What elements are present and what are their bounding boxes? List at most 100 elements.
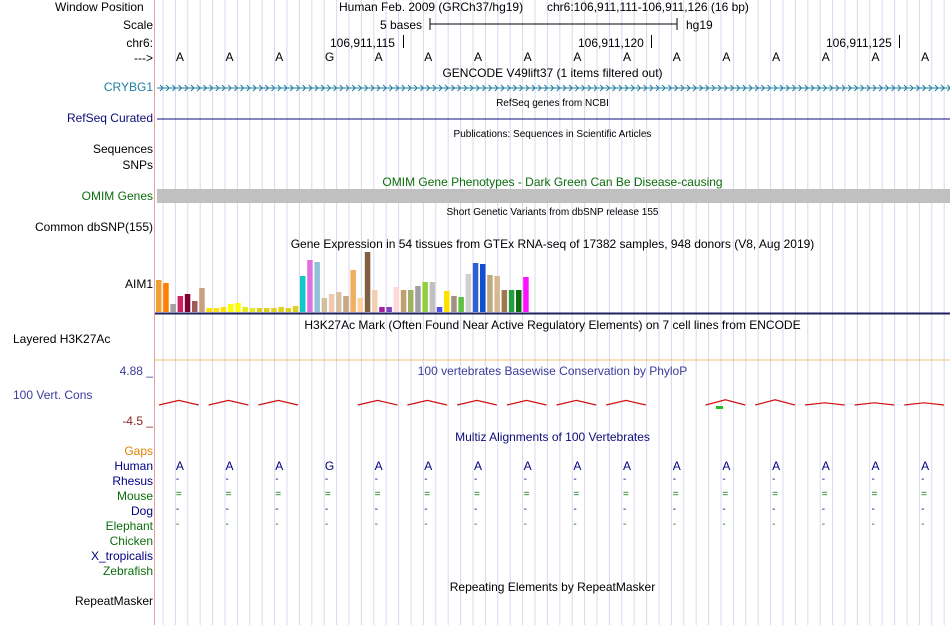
- species-label[interactable]: Dog: [130, 504, 153, 518]
- gencode-strand-chevron: [432, 84, 437, 92]
- coord-tick: [651, 35, 652, 48]
- gencode-strand-chevron: [314, 84, 319, 92]
- gencode-strand-chevron: [531, 84, 536, 92]
- publications-label-sequences[interactable]: Sequences: [92, 142, 153, 156]
- gtex-tissue-bar: [170, 304, 176, 312]
- gencode-strand-chevron: [711, 84, 716, 92]
- position-label[interactable]: chr6:106,911,111-106,911,126 (16 bp): [547, 0, 749, 14]
- gtex-tissue-bar: [184, 294, 191, 312]
- gencode-strand-chevron: [413, 84, 418, 92]
- gencode-strand-chevron: [550, 84, 555, 92]
- gtex-tissue-bar: [480, 264, 486, 312]
- phylop-track-title[interactable]: 100 vertebrates Basewise Conservation by…: [417, 364, 688, 378]
- h3k27ac-track-title[interactable]: H3K27Ac Mark (Often Found Near Active Re…: [304, 318, 801, 332]
- gtex-tissue-bar: [271, 308, 277, 312]
- assembly-label[interactable]: Human Feb. 2009 (GRCh37/hg19): [339, 0, 524, 14]
- gencode-strand-chevron: [668, 84, 673, 92]
- alignment-gap: =: [275, 489, 282, 500]
- gtex-tissue-bar: [516, 290, 522, 312]
- omim-track-label[interactable]: OMIM Genes: [81, 189, 153, 203]
- gtex-gene-label[interactable]: AIM1: [124, 277, 153, 291]
- species-label[interactable]: Mouse: [116, 489, 153, 503]
- alignment-gap: -: [225, 474, 229, 485]
- dbsnp-track-title[interactable]: Short Genetic Variants from dbSNP releas…: [446, 207, 659, 218]
- gencode-strand-chevron: [661, 84, 666, 92]
- gencode-strand-chevron: [203, 84, 208, 92]
- repeatmasker-track-title[interactable]: Repeating Elements by RepeatMasker: [449, 580, 656, 594]
- refseq-track-label[interactable]: RefSeq Curated: [66, 111, 153, 125]
- alignment-gap: -: [424, 474, 428, 485]
- gencode-strand-chevron: [358, 84, 363, 92]
- species-label[interactable]: Chicken: [109, 534, 153, 548]
- gencode-strand-chevron: [475, 84, 480, 92]
- gencode-strand-chevron: [575, 84, 580, 92]
- gencode-strand-chevron: [283, 84, 288, 92]
- alignment-gap: -: [921, 474, 925, 485]
- phylop-score-mark: [556, 399, 597, 406]
- gencode-strand-chevron: [227, 84, 232, 92]
- alignment-base: A: [374, 459, 383, 473]
- gencode-gene-label[interactable]: CRYBG1: [103, 80, 153, 94]
- gencode-strand-chevron: [624, 84, 629, 92]
- species-label[interactable]: X_tropicalis: [90, 549, 153, 563]
- gencode-strand-chevron: [302, 84, 307, 92]
- publications-track-title[interactable]: Publications: Sequences in Scientific Ar…: [453, 129, 652, 140]
- strand-arrow[interactable]: --->: [134, 51, 153, 65]
- gencode-strand-chevron: [742, 84, 747, 92]
- omim-track-title[interactable]: OMIM Gene Phenotypes - Dark Green Can Be…: [382, 175, 723, 189]
- repeatmasker-track-label[interactable]: RepeatMasker: [74, 594, 153, 608]
- dbsnp-track-label[interactable]: Common dbSNP(155): [34, 220, 153, 234]
- alignment-base: A: [573, 459, 582, 473]
- gencode-strand-chevron: [947, 84, 950, 92]
- refseq-track-title[interactable]: RefSeq genes from NCBI: [496, 98, 609, 109]
- base-letter: A: [772, 50, 781, 64]
- gtex-tissue-bar: [436, 307, 443, 312]
- alignment-gap: -: [623, 474, 627, 485]
- alignment-base: A: [722, 459, 731, 473]
- base-letter: A: [473, 50, 482, 64]
- gencode-strand-chevron: [339, 84, 344, 92]
- gencode-strand-chevron: [630, 84, 635, 92]
- gencode-strand-chevron: [333, 84, 338, 92]
- gencode-strand-chevron: [581, 84, 586, 92]
- gencode-strand-chevron: [878, 84, 883, 92]
- gencode-strand-chevron: [451, 84, 456, 92]
- species-label[interactable]: Rhesus: [112, 474, 153, 488]
- species-label[interactable]: Zebrafish: [102, 564, 153, 578]
- base-letter: A: [722, 50, 731, 64]
- alignment-base: A: [424, 459, 433, 473]
- gtex-tissue-bar: [242, 307, 248, 312]
- alignment-base: A: [672, 459, 681, 473]
- gencode-strand-chevron: [513, 84, 518, 92]
- gencode-strand-chevron: [810, 84, 815, 92]
- gencode-strand-chevron: [934, 84, 939, 92]
- gtex-tissue-bar: [357, 298, 364, 312]
- alignment-gap: =: [225, 489, 232, 500]
- alignment-gap: -: [374, 474, 378, 485]
- species-label[interactable]: Human: [114, 459, 153, 473]
- gencode-strand-chevron: [252, 84, 257, 92]
- gtex-tissue-bar: [192, 301, 198, 312]
- multiz-track-title[interactable]: Multiz Alignments of 100 Vertebrates: [455, 430, 650, 444]
- alignment-gap: -: [175, 519, 180, 530]
- gencode-strand-chevron: [767, 84, 772, 92]
- phylop-track-label[interactable]: 100 Vert. Cons: [13, 388, 93, 402]
- phylop-score-mark: [258, 399, 299, 406]
- gencode-strand-chevron: [903, 84, 908, 92]
- gtex-tissue-bar: [458, 297, 464, 312]
- gencode-strand-chevron: [500, 84, 505, 92]
- gtex-track-title[interactable]: Gene Expression in 54 tissues from GTEx …: [290, 237, 815, 251]
- alignment-gap: -: [225, 519, 229, 530]
- phylop-score-mark: [456, 399, 497, 406]
- species-label[interactable]: Elephant: [105, 519, 153, 533]
- h3k27ac-track-label[interactable]: Layered H3K27Ac: [13, 332, 111, 346]
- phylop-score-mark: [804, 402, 845, 406]
- gencode-track-title[interactable]: GENCODE V49lift37 (1 items filtered out): [442, 66, 663, 80]
- publications-label-snps[interactable]: SNPs: [122, 158, 153, 172]
- gencode-strand-chevron: [885, 84, 890, 92]
- gencode-strand-chevron: [494, 84, 499, 92]
- alignment-gap: =: [523, 489, 530, 500]
- gencode-strand-chevron: [519, 84, 524, 92]
- alignment-base: A: [275, 459, 284, 473]
